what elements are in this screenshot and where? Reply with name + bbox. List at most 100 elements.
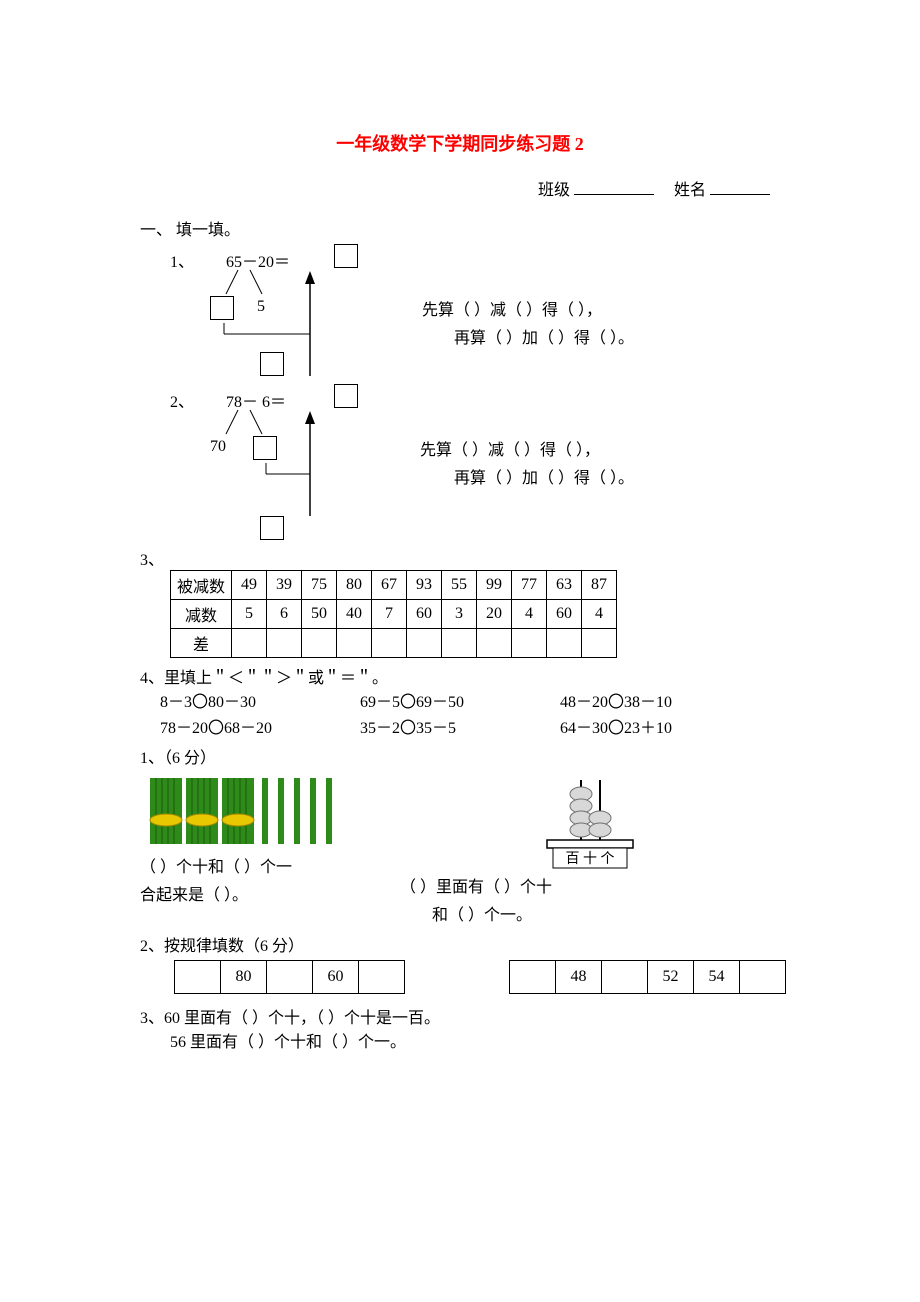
seq-box	[266, 960, 313, 994]
b1-block: 1、（6 分）	[140, 744, 780, 928]
q3-d8	[512, 629, 547, 658]
q4-block: 4、里填上＂＜＂＂＞＂或＂＝＂。 8－3〇80－30 69－5〇69－50 48…	[140, 664, 780, 738]
q3-s0: 5	[232, 600, 267, 629]
q3-d5	[407, 629, 442, 658]
q3-m0: 49	[232, 571, 267, 600]
q1-expr: 65－20＝	[226, 248, 290, 272]
q1-split-left-box	[210, 296, 234, 320]
seq-box: 60	[312, 960, 359, 994]
q3-table: 被减数 49 39 75 80 67 93 55 99 77 63 87 减数 …	[170, 570, 617, 658]
q3-s7: 20	[477, 600, 512, 629]
q3-m4: 67	[372, 571, 407, 600]
b3-line2: 56 里面有（ ）个十和（ ）个一。	[170, 1028, 780, 1052]
q3-m10: 87	[582, 571, 617, 600]
sticks-icon	[140, 772, 380, 852]
q3-d0	[232, 629, 267, 658]
q3-m9: 63	[547, 571, 582, 600]
q3-block: 3、 被减数 49 39 75 80 67 93 55 99 77 63 87 …	[140, 546, 780, 658]
q4-num: 4、	[140, 670, 164, 687]
q3-s3: 40	[337, 600, 372, 629]
seq-box	[739, 960, 786, 994]
q3-m6: 55	[442, 571, 477, 600]
q3-m8: 77	[512, 571, 547, 600]
q3-d4	[372, 629, 407, 658]
seq-box: 52	[647, 960, 694, 994]
q4-r0c0: 8－3〇80－30	[160, 688, 360, 712]
abacus-icon: 百 十 个	[535, 772, 645, 872]
q3-s8: 4	[512, 600, 547, 629]
q3-m2: 75	[302, 571, 337, 600]
q3-m7: 99	[477, 571, 512, 600]
q4-r0c1: 69－5〇69－50	[360, 688, 560, 712]
seq-box	[509, 960, 556, 994]
b2-block: 2、按规律填数（6 分） 80 60 48 52 54	[140, 932, 780, 994]
q3-s6: 3	[442, 600, 477, 629]
q2-desc1: 先算（ ）减（ ）得（ ），	[420, 436, 600, 460]
q3-d6	[442, 629, 477, 658]
q3-d2	[302, 629, 337, 658]
q1-num: 1、	[170, 248, 194, 272]
q1-carry-box	[260, 352, 284, 376]
q3-d10	[582, 629, 617, 658]
q4-row1: 8－3〇80－30 69－5〇69－50 48－20〇38－10	[160, 688, 780, 712]
q1-block: 1、 65－20＝ 5 先算（ ）减（ ）得（ ）， 再算（ ）加（ ）得（ ）…	[140, 246, 780, 386]
q2-desc2: 再算（ ）加（ ）得（ ）。	[454, 464, 634, 488]
q3-s4: 7	[372, 600, 407, 629]
q4-r1c0: 78－20〇68－20	[160, 714, 360, 738]
b1-points: （6 分）	[164, 750, 216, 767]
q2-answer-box	[334, 384, 358, 408]
svg-text:百 十 个: 百 十 个	[566, 851, 615, 867]
table-row: 减数 5 6 50 40 7 60 3 20 4 60 4	[171, 600, 617, 629]
q1-split-right: 5	[257, 298, 265, 316]
q4-r1c2: 64－30〇23＋10	[560, 714, 740, 738]
table-row: 差	[171, 629, 617, 658]
q2-carry-box	[260, 516, 284, 540]
class-label: 班级	[538, 182, 570, 199]
q2-split-right-box	[253, 436, 277, 460]
q1-desc1: 先算（ ）减（ ）得（ ），	[422, 296, 602, 320]
b1-right-l1: （ ）里面有（ ）个十	[400, 876, 720, 900]
q3-d1	[267, 629, 302, 658]
seq-box	[358, 960, 405, 994]
name-label: 姓名	[674, 182, 706, 199]
q3-s5: 60	[407, 600, 442, 629]
q3-d7	[477, 629, 512, 658]
q1-answer-box	[334, 244, 358, 268]
q2-split-left: 70	[210, 438, 226, 456]
table-row: 被减数 49 39 75 80 67 93 55 99 77 63 87	[171, 571, 617, 600]
q3-s1: 6	[267, 600, 302, 629]
b3-block: 3、60 里面有（ ）个十，（ ）个十是一百。 56 里面有（ ）个十和（ ）个…	[140, 1004, 780, 1052]
q3-h0: 被减数	[171, 571, 232, 600]
q3-s9: 60	[547, 600, 582, 629]
q3-m5: 93	[407, 571, 442, 600]
q3-d9	[547, 629, 582, 658]
class-blank	[574, 178, 654, 195]
section1-heading: 一、 填一填。	[140, 216, 780, 240]
b1-right-l2: 和（ ）个一。	[432, 904, 720, 928]
b2-seq1: 80 60	[175, 960, 405, 994]
b2-seq2: 48 52 54	[510, 960, 786, 994]
abacus-col: 百 十 个 （ ）里面有（ ）个十 和（ ）个一。	[460, 772, 720, 928]
q2-num: 2、	[170, 388, 194, 412]
q3-s2: 50	[302, 600, 337, 629]
q4-row2: 78－20〇68－20 35－2〇35－5 64－30〇23＋10	[160, 714, 780, 738]
q4-r0c2: 48－20〇38－10	[560, 688, 740, 712]
q2-expr: 78－ 6＝	[226, 388, 286, 412]
sticks-col: （ ）个十和（ ）个一 合起来是（ ）。	[140, 772, 460, 928]
q3-num: 3、	[140, 552, 164, 569]
name-blank	[710, 178, 770, 195]
doc-title: 一年级数学下学期同步练习题 2	[140, 130, 780, 156]
q3-m3: 80	[337, 571, 372, 600]
header-row: 班级 姓名	[140, 176, 780, 200]
b2-text: 2、按规律填数（6 分）	[140, 932, 780, 956]
q3-h2: 差	[171, 629, 232, 658]
q3-h1: 减数	[171, 600, 232, 629]
seq-box: 80	[220, 960, 267, 994]
seq-box	[174, 960, 221, 994]
q4-r1c1: 35－2〇35－5	[360, 714, 560, 738]
seq-box: 48	[555, 960, 602, 994]
b1-num: 1、	[140, 750, 164, 767]
q2-block: 2、 78－ 6＝ 70 先算（ ）减（ ）得（ ）， 再算（ ）加（ ）得（ …	[140, 386, 780, 546]
q3-s10: 4	[582, 600, 617, 629]
q1-desc2: 再算（ ）加（ ）得（ ）。	[454, 324, 634, 348]
